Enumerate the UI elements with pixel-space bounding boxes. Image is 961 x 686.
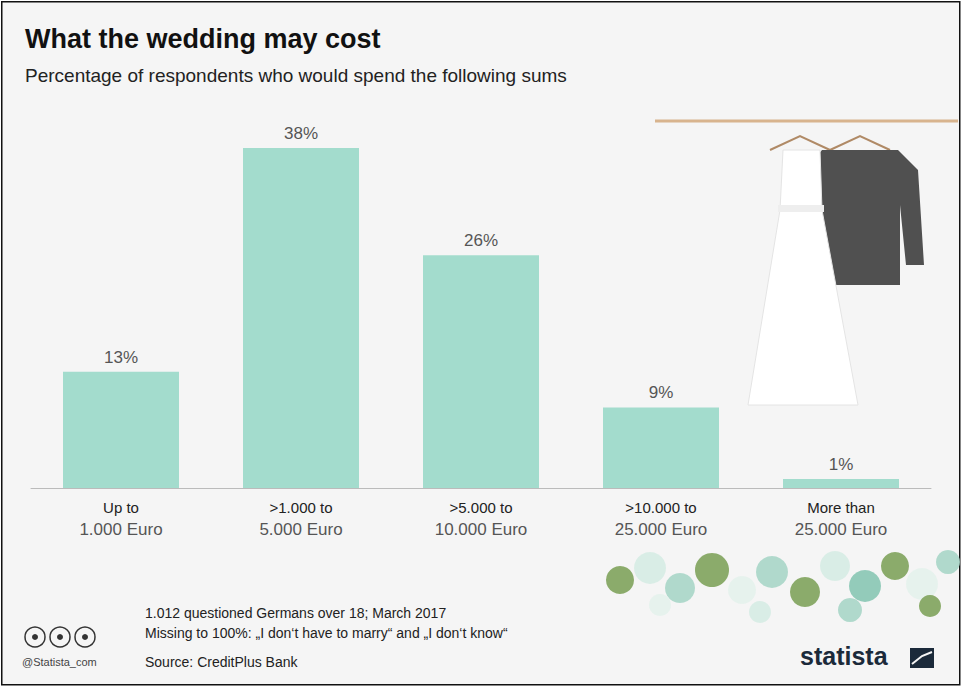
svg-text:1%: 1% — [829, 455, 854, 474]
svg-text:Missing to 100%: „I don‘t have: Missing to 100%: „I don‘t have to marry“… — [145, 625, 508, 641]
svg-text:25.000 Euro: 25.000 Euro — [615, 520, 708, 539]
svg-text:25.000 Euro: 25.000 Euro — [795, 520, 888, 539]
svg-text:>5.000 to: >5.000 to — [450, 499, 513, 516]
svg-text:1.012 questioned Germans over: 1.012 questioned Germans over 18; March … — [145, 605, 446, 621]
svg-text:>1.000 to: >1.000 to — [270, 499, 333, 516]
svg-text:10.000 Euro: 10.000 Euro — [435, 520, 528, 539]
svg-text:@Statista_com: @Statista_com — [22, 656, 97, 668]
svg-text:38%: 38% — [284, 124, 318, 143]
svg-text:26%: 26% — [464, 231, 498, 250]
svg-text:What the wedding may cost: What the wedding may cost — [25, 24, 381, 54]
svg-text:Source: CreditPlus Bank: Source: CreditPlus Bank — [145, 654, 299, 670]
svg-text:1.000 Euro: 1.000 Euro — [79, 520, 162, 539]
svg-text:>10.000 to: >10.000 to — [625, 499, 696, 516]
svg-text:Percentage of respondents who: Percentage of respondents who would spen… — [25, 65, 567, 86]
svg-text:9%: 9% — [649, 383, 674, 402]
svg-text:More than: More than — [807, 499, 875, 516]
svg-text:5.000 Euro: 5.000 Euro — [259, 520, 342, 539]
svg-text:Up to: Up to — [103, 499, 139, 516]
svg-text:statista: statista — [800, 642, 889, 670]
svg-text:13%: 13% — [104, 348, 138, 367]
